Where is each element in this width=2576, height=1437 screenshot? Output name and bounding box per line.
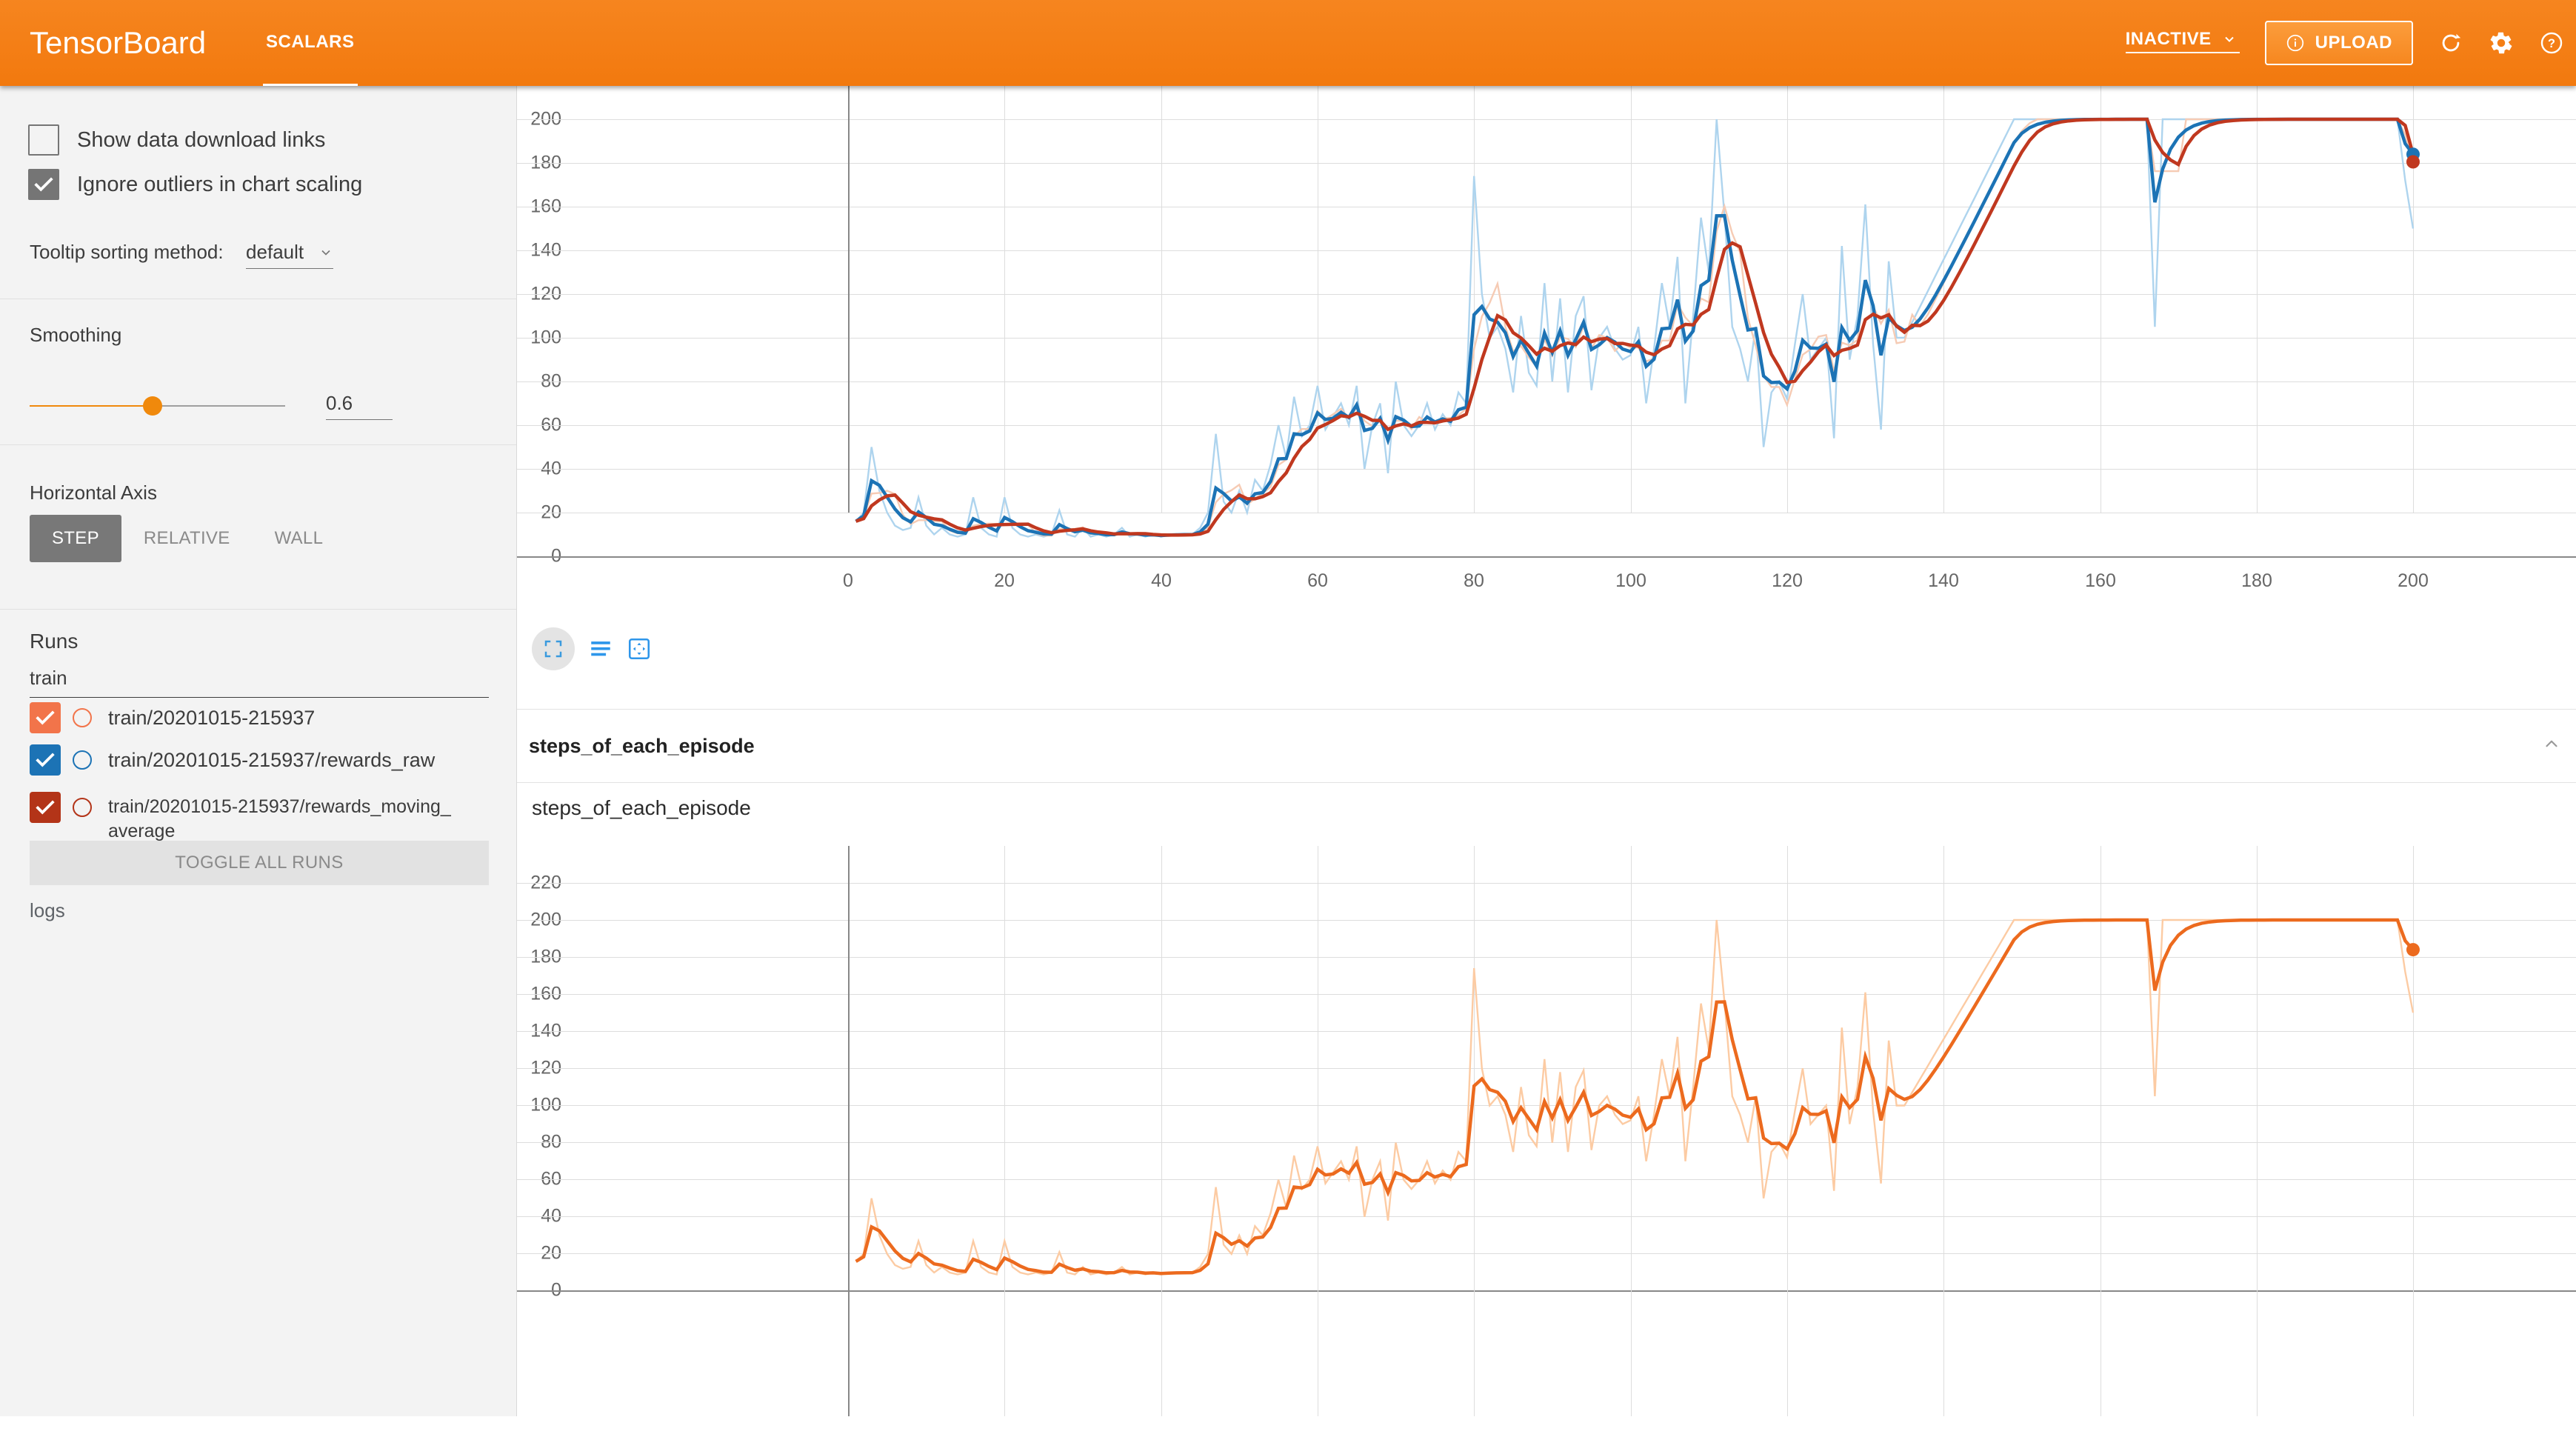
svg-text:?: ?	[2548, 37, 2555, 50]
